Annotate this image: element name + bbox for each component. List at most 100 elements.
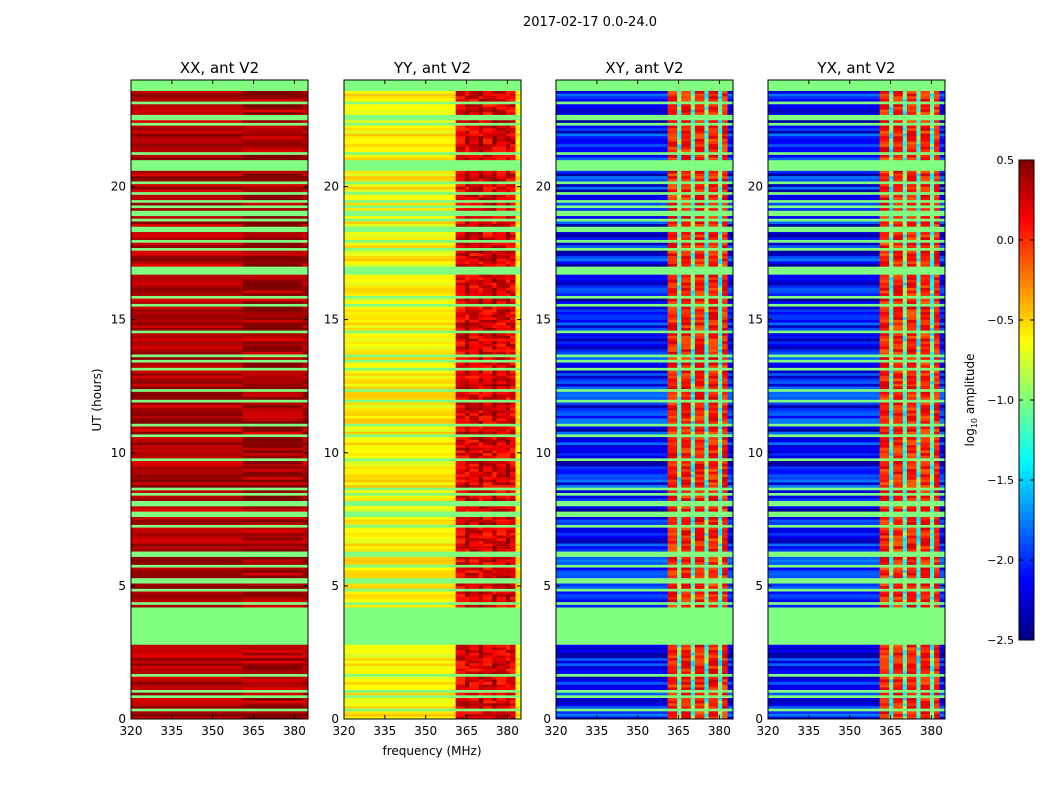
heatmap-cell [492,234,497,238]
heatmap-cell [677,545,682,549]
heatmap-cell [510,474,516,478]
heatmap-cell [727,679,734,683]
heatmap-cell [131,231,243,235]
heatmap-cell [478,625,484,629]
heatmap-cell [708,378,719,382]
heatmap-cell [515,181,522,185]
heatmap-cell [302,103,309,107]
heatmap-cell [302,553,309,557]
heatmap-cell [496,356,507,360]
heatmap-cell [727,458,734,462]
heatmap-cell [302,146,309,150]
heatmap-cell [694,529,705,533]
heatmap-cell [492,103,497,107]
heatmap-cell [694,386,705,390]
heatmap-cell [708,351,719,355]
heatmap-cell [718,375,723,379]
heatmap-cell [510,588,516,592]
heatmap-cell [510,599,516,603]
heatmap-cell [242,604,303,608]
heatmap-cell [704,591,709,595]
heatmap-cell [302,282,309,286]
heatmap-cell [465,316,470,320]
heatmap-cell [469,511,480,515]
heatmap-cell [704,673,709,677]
heatmap-cell [515,314,522,318]
heatmap-cell [469,80,480,83]
heatmap-cell [469,362,480,366]
heatmap-cell [478,604,484,608]
heatmap-cell [302,394,309,398]
heatmap-cell [131,327,243,331]
heatmap-cell [510,556,516,560]
heatmap-cell [455,623,466,627]
heatmap-cell [718,527,723,531]
heatmap-cell [690,684,696,688]
heatmap-cell [496,207,507,211]
heatmap-cell [704,543,709,547]
heatmap-cell [469,583,480,587]
heatmap-cell [465,239,470,243]
heatmap-cell [677,580,682,584]
heatmap-cell [722,340,728,344]
heatmap-cell [515,367,522,371]
heatmap-cell [455,482,466,485]
heatmap-cell [496,109,507,113]
heatmap-cell [455,237,466,241]
heatmap-cell [131,162,243,166]
heatmap-cell [302,178,309,182]
heatmap-cell [492,330,497,334]
heatmap-cell [667,577,678,581]
heatmap-cell [510,106,516,110]
heatmap-cell [492,663,497,667]
heatmap-cell [506,274,511,278]
heatmap-cell [704,540,709,544]
heatmap-cell [708,703,719,706]
heatmap-cell [727,460,734,464]
heatmap-cell [510,258,516,262]
heatmap-cell [302,255,309,259]
y-tick-label: 15 [324,313,339,327]
heatmap-cell [722,625,728,629]
heatmap-cell [478,697,484,701]
heatmap-cell [344,386,456,390]
heatmap-cell [681,423,692,427]
heatmap-cell [455,135,466,139]
heatmap-cell [708,455,719,459]
heatmap-cell [469,620,480,624]
heatmap-cell [506,234,511,238]
heatmap-cell [131,431,243,435]
heatmap-cell [506,420,511,424]
heatmap-cell [722,455,728,459]
heatmap-cell [344,293,456,296]
heatmap-cell [496,455,507,459]
heatmap-cell [469,269,480,272]
heatmap-cell [492,631,497,635]
heatmap-cell [556,623,668,627]
heatmap-cell [242,508,303,512]
heatmap-cell [344,511,456,515]
heatmap-cell [478,668,484,672]
heatmap-cell [506,170,511,174]
heatmap-cell [242,468,303,472]
heatmap-cell [482,274,493,278]
heatmap-cell [667,452,678,456]
heatmap-cell [455,404,466,408]
heatmap-cell [478,111,484,115]
heatmap-cell [515,490,522,493]
heatmap-cell [465,498,470,501]
heatmap-cell [506,167,511,171]
heatmap-cell [469,468,480,472]
heatmap-cell [131,495,243,499]
heatmap-cell [506,282,511,286]
heatmap-cell [482,553,493,557]
heatmap-cell [496,615,507,619]
heatmap-cell [515,567,522,571]
heatmap-cell [465,418,470,422]
heatmap-cell [344,484,456,488]
heatmap-cell [727,609,734,613]
heatmap-cell [681,548,692,552]
heatmap-cell [506,285,511,288]
heatmap-cell [242,183,303,187]
